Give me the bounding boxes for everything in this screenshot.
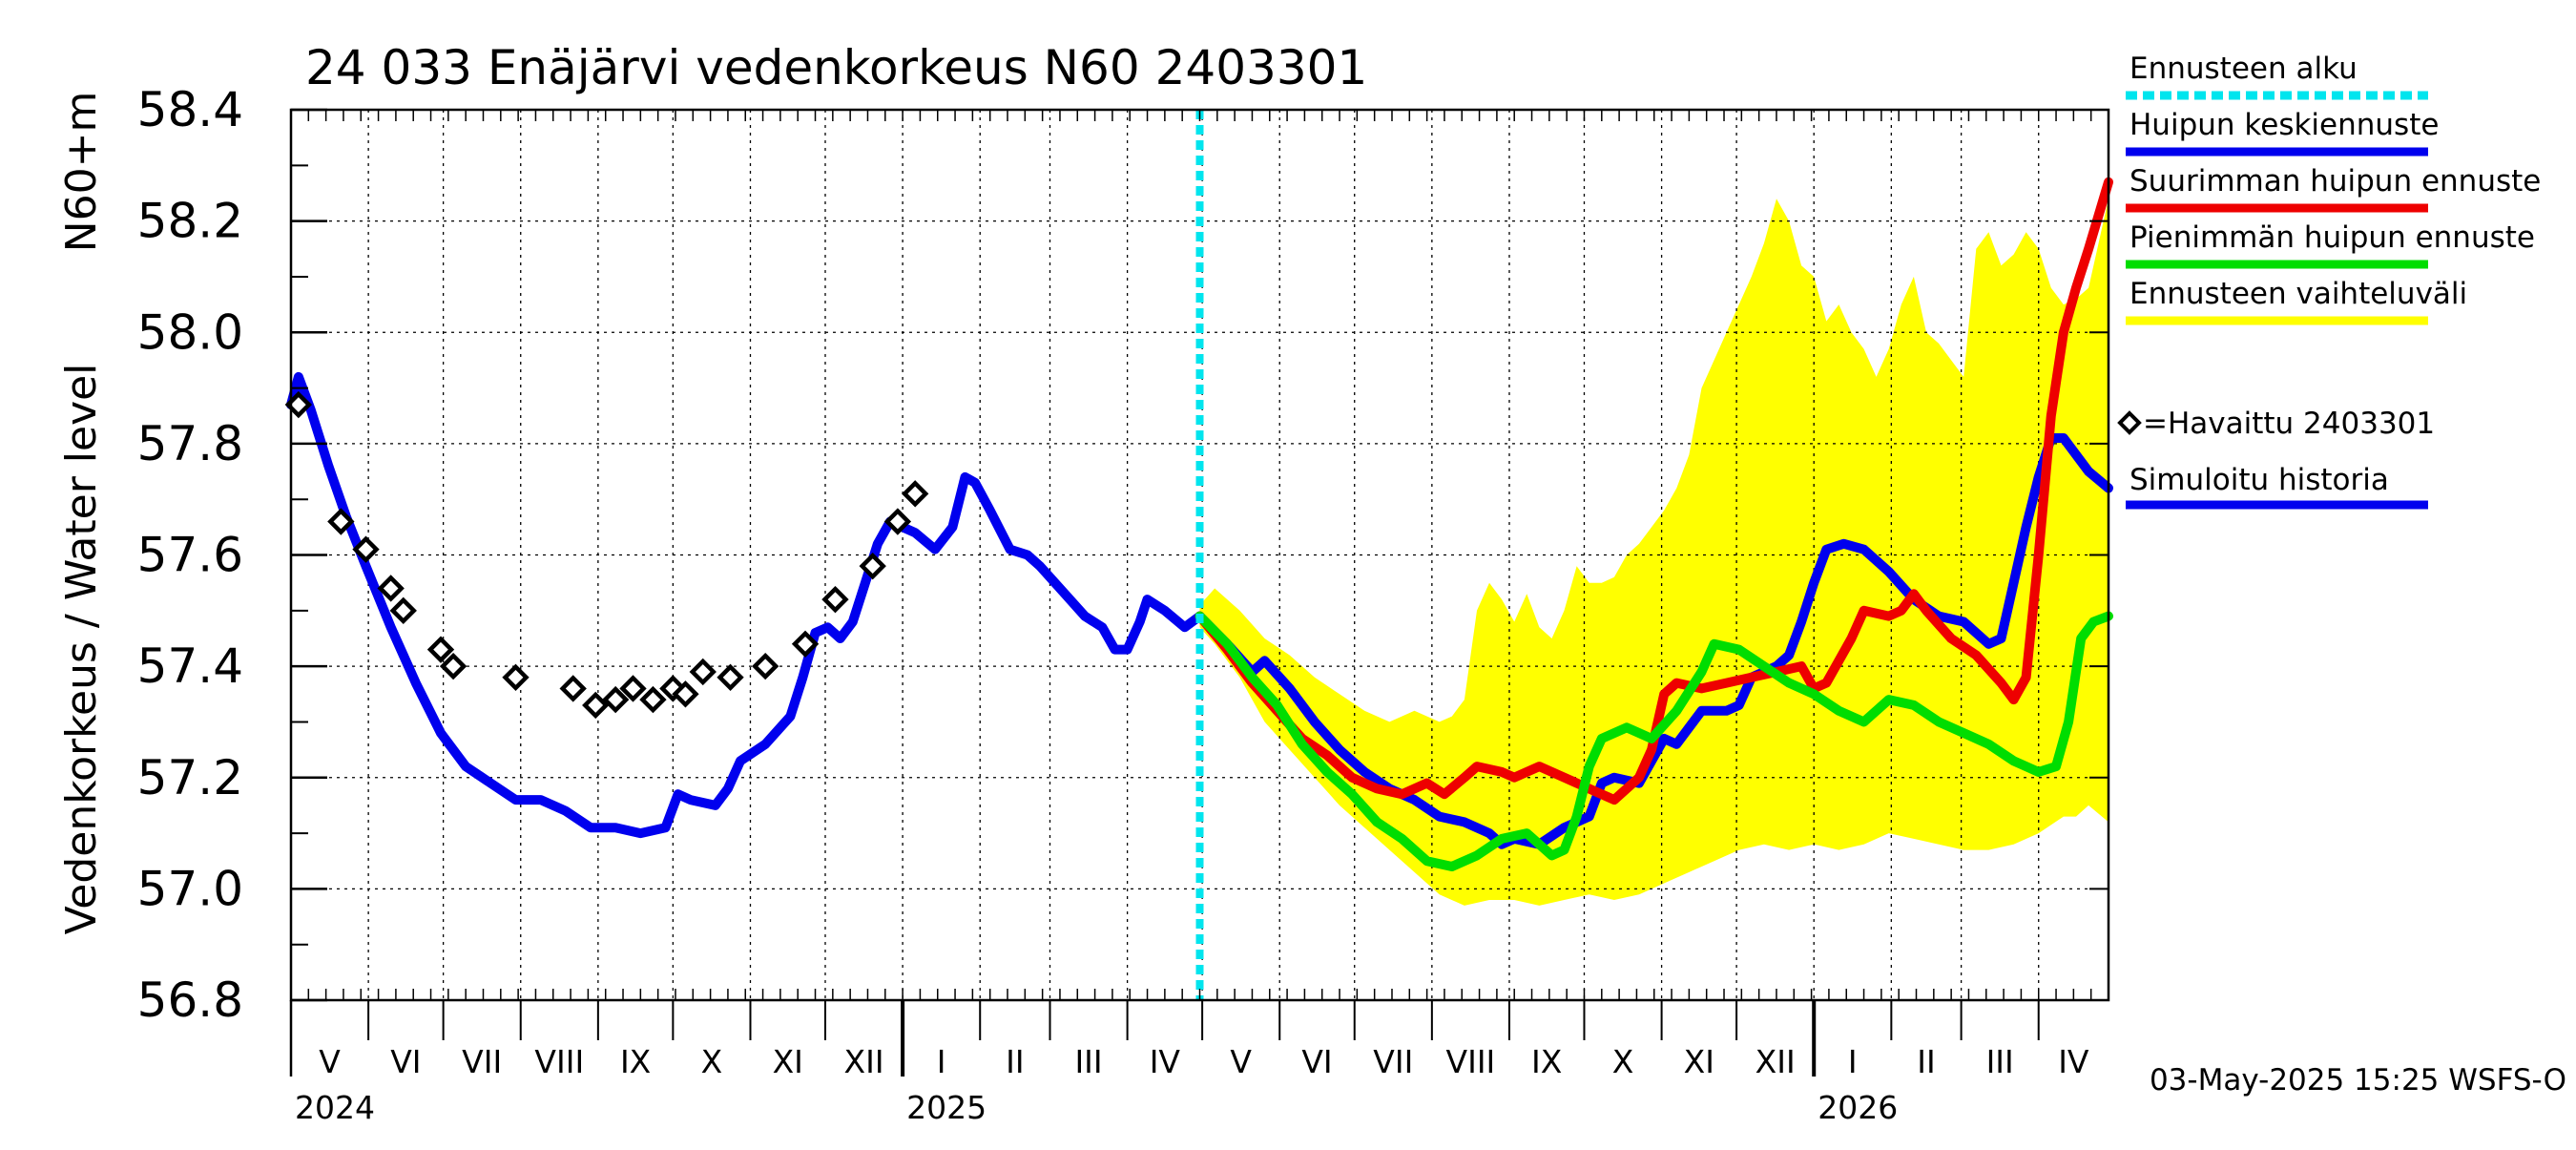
y-tick-label: 56.8: [137, 972, 243, 1028]
legend-entry: Suurimman huipun ennuste: [2126, 164, 2541, 213]
observed-point: [389, 596, 417, 624]
month-label: III: [1986, 1043, 2014, 1080]
timestamp-footer: 03-May-2025 15:25 WSFS-O: [2150, 1063, 2566, 1098]
observed-point: [821, 585, 849, 614]
y-tick-label: 57.6: [137, 528, 243, 583]
y-tick-label: 58.4: [137, 82, 243, 137]
observed-point: [672, 680, 699, 708]
month-label: VII: [1373, 1043, 1413, 1080]
forecast-range-band-layer: [1199, 199, 2109, 906]
axis-layer: 58.458.258.057.857.657.457.257.056.8V VI V…: [137, 82, 2110, 1126]
series-line: [1195, 611, 2113, 871]
y-tick-label: 58.2: [137, 194, 243, 249]
month-label: IX: [1531, 1043, 1562, 1080]
y-tick-label: 57.2: [137, 750, 243, 805]
observed-point: [426, 636, 455, 663]
month-label: I: [1848, 1043, 1858, 1080]
legend: Ennusteen alku Huipun keskiennuste Suurimm…: [2117, 52, 2541, 510]
month-label: XII: [844, 1043, 884, 1080]
month-label: X: [1612, 1043, 1634, 1080]
month-label: V: [1230, 1043, 1252, 1080]
observed-point: [352, 535, 380, 563]
y-tick-label: 57.4: [137, 638, 243, 694]
legend-entry: Pienimmän huipun ennuste: [2126, 220, 2535, 269]
legend-entry: Simuloitu historia: [2126, 463, 2428, 510]
observed-point: [439, 652, 467, 680]
year-label: 2025: [906, 1089, 987, 1126]
legend-label: Ennusteen vaihteluväli: [2129, 277, 2467, 311]
legend-label: =Havaittu 2403301: [2143, 407, 2435, 441]
y-tick-label: 58.0: [137, 304, 243, 360]
observed-point: [559, 675, 587, 702]
y-tick-label: 57.8: [137, 416, 243, 471]
month-label: V: [319, 1043, 341, 1080]
legend-label: Pienimmän huipun ennuste: [2129, 220, 2535, 255]
observed-point: [689, 658, 717, 686]
observed-point: [639, 685, 667, 714]
legend-entry: Huipun keskiennuste: [2126, 108, 2439, 157]
month-label: IV: [1150, 1043, 1181, 1080]
year-label: 2024: [295, 1089, 375, 1126]
observed-marker-layer: [284, 390, 929, 720]
legend-label: Suurimman huipun ennuste: [2129, 164, 2541, 199]
observed-point: [327, 508, 355, 535]
month-label: XI: [1684, 1043, 1714, 1080]
month-label: XI: [773, 1043, 803, 1080]
series-line: [286, 371, 1205, 839]
observed-point: [902, 480, 929, 508]
observed-point: [582, 691, 610, 720]
legend-entry: Ennusteen alku: [2126, 52, 2428, 100]
month-label: II: [1917, 1043, 1935, 1080]
observed-point: [859, 552, 886, 580]
legend-label: Huipun keskiennuste: [2129, 108, 2439, 142]
year-label: 2026: [1818, 1089, 1898, 1126]
month-label: VI: [390, 1043, 421, 1080]
legend-label: Ennusteen alku: [2129, 52, 2358, 86]
observed-point: [883, 508, 912, 535]
month-label: XII: [1755, 1043, 1796, 1080]
month-label: VII: [462, 1043, 502, 1080]
observed-point: [752, 652, 779, 680]
plot-frame: [289, 108, 2110, 1002]
observed-point: [791, 630, 820, 658]
y-tick-label: 57.0: [137, 861, 243, 916]
month-label: VIII: [534, 1043, 584, 1080]
observed-point: [377, 575, 405, 602]
y-axis-label: Vedenkorkeus / Water level: [57, 364, 106, 935]
month-label: X: [701, 1043, 723, 1080]
observed-point: [502, 663, 530, 691]
observed-point: [717, 663, 744, 691]
legend-entry: =Havaittu 2403301: [2117, 407, 2435, 441]
legend-marker: [2117, 410, 2142, 435]
observed-point: [601, 685, 630, 714]
forecast-range-band: [1199, 199, 2109, 906]
month-label: IV: [2058, 1043, 2089, 1080]
month-label: IX: [620, 1043, 651, 1080]
series-line: [1195, 177, 2113, 805]
legend-entry: Ennusteen vaihteluväli: [2126, 277, 2467, 325]
month-label: VIII: [1446, 1043, 1496, 1080]
month-label: II: [1006, 1043, 1024, 1080]
month-label: III: [1074, 1043, 1102, 1080]
month-label: I: [937, 1043, 946, 1080]
month-label: VI: [1301, 1043, 1332, 1080]
chart-title: 24 033 Enäjärvi vedenkorkeus N60 2403301: [305, 40, 1367, 95]
legend-label: Simuloitu historia: [2129, 463, 2389, 497]
y-axis-label-unit: N60+m: [57, 92, 106, 253]
observed-point: [619, 675, 647, 702]
series-layer: [286, 110, 2113, 1000]
